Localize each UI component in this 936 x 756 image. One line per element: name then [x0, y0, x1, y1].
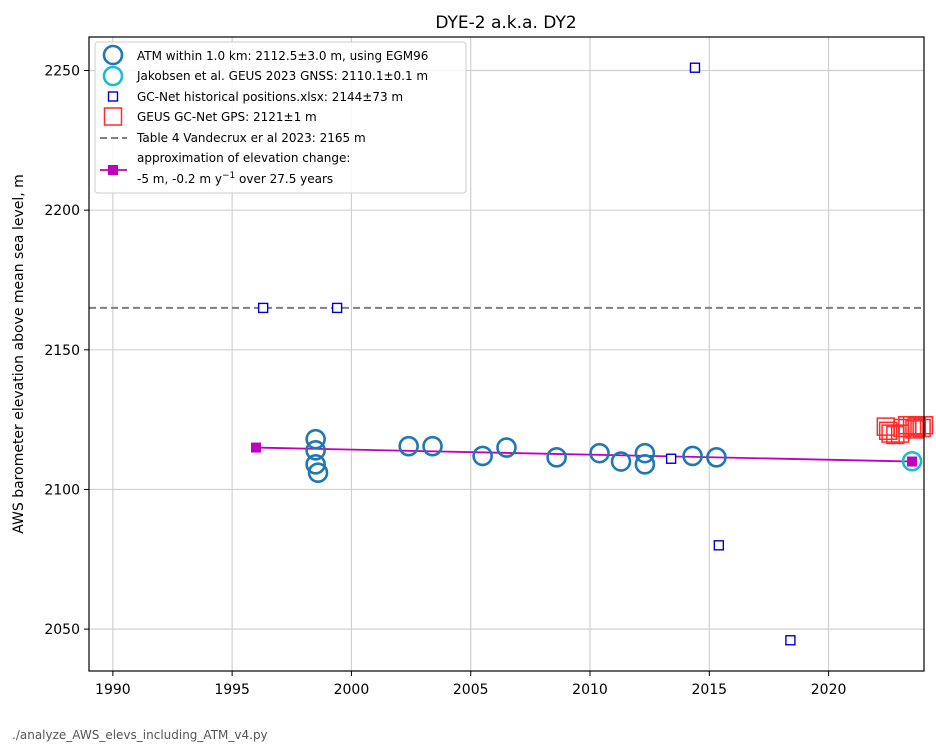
legend-historical-marker [107, 91, 119, 102]
atm-point [706, 447, 727, 468]
x-tick-label: 1995 [214, 682, 250, 698]
historical-position-point [665, 453, 677, 464]
approximation-line [255, 446, 913, 463]
geus-gps-point [878, 421, 898, 441]
atm-point [307, 462, 329, 484]
atm-point [496, 437, 517, 458]
x-tick-label: 2015 [691, 682, 727, 698]
atm-point [634, 442, 656, 464]
geus-gps-point [912, 418, 931, 438]
y-tick-label: 2200 [44, 203, 80, 219]
atm-point [305, 454, 326, 475]
y-axis-label: AWS barometer elevation above mean sea l… [11, 174, 27, 534]
geus-gps-point [902, 415, 922, 435]
atm-point [398, 435, 419, 457]
x-tick-label: 2010 [572, 682, 608, 698]
legend-jakobsen-label: Jakobsen et al. GEUS 2023 GNSS: 2110.1±0… [136, 69, 428, 83]
atm-point [472, 445, 493, 467]
atm-point [682, 445, 703, 467]
x-tick-label: 1990 [95, 682, 131, 698]
legend-historical-label: GC-Net historical positions.xlsx: 2144±7… [137, 90, 403, 104]
data-series [251, 62, 934, 646]
plot-frame [88, 36, 925, 672]
y-tick-label: 2050 [44, 622, 80, 638]
historical-position-point [331, 302, 343, 314]
axis-ticks: 1990 1995 2000 2005 2010 2015 2020 2050 2100 2150… [44, 64, 846, 698]
legend-approx-marker [108, 165, 118, 175]
atm-point [546, 447, 567, 468]
legend-geus-marker [103, 107, 123, 126]
legend-atm-marker [102, 44, 124, 66]
x-tick-label: 2005 [453, 682, 489, 698]
atm-point [634, 454, 656, 475]
atm-point [305, 440, 326, 461]
historical-position-point [785, 635, 796, 646]
atm-point [305, 428, 326, 450]
atm-point [610, 451, 632, 472]
legend: ATM within 1.0 km: 2112.5±3.0 m, using E… [94, 41, 467, 194]
geus-gps-point [886, 425, 905, 445]
legend-atm-label: ATM within 1.0 km: 2112.5±3.0 m, using E… [137, 49, 428, 63]
atm-point [422, 435, 443, 457]
legend-jakobsen-marker [102, 65, 124, 87]
legend-box [94, 41, 467, 194]
y-tick-label: 2150 [44, 343, 80, 359]
historical-position-point [689, 62, 701, 73]
legend-geus-label: GEUS GC-Net GPS: 2121±1 m [137, 110, 317, 124]
approximation-endpoint [907, 456, 918, 467]
geus-gps-point [905, 420, 924, 439]
script-filename: ./analyze_AWS_elevs_including_ATM_v4.py [12, 728, 268, 742]
legend-approx-label-line1: approximation of elevation change: [137, 151, 350, 165]
legend-approx-label-line2: -5 m, -0.2 m y−1 over 27.5 years [137, 171, 333, 186]
y-tick-label: 2250 [44, 64, 80, 80]
historical-position-point [713, 540, 725, 551]
x-tick-label: 2020 [811, 682, 847, 698]
atm-point [589, 442, 610, 464]
chart-title: DYE-2 a.k.a. DY2 [435, 13, 576, 33]
approximation-endpoint [251, 442, 261, 453]
x-tick-label: 2000 [334, 682, 370, 698]
y-tick-label: 2100 [44, 482, 80, 498]
historical-position-point [257, 302, 269, 314]
geus-gps-point [893, 418, 912, 438]
geus-gps-point [907, 417, 927, 436]
legend-table4-label: Table 4 Vandecrux er al 2023: 2165 m [136, 131, 366, 145]
jakobsen-gnss-point [901, 450, 923, 472]
